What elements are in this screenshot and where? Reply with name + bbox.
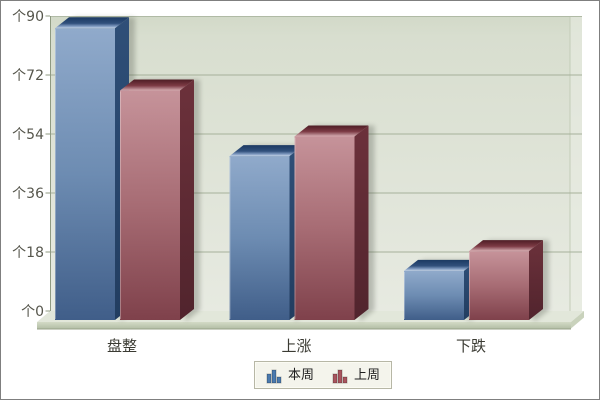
- y-tick-label: 个54: [12, 127, 44, 143]
- bar-last-week-cat2: [469, 251, 529, 320]
- category-label: 下跌: [456, 337, 486, 355]
- bar-top-last-week-cat2: [469, 240, 543, 252]
- bar-chart-icon: [332, 369, 348, 383]
- floor-right-face: [571, 311, 584, 329]
- bar-chart-icon: [266, 369, 282, 383]
- bar-top-last-week-cat0: [120, 79, 194, 91]
- y-tick-label: 个0: [21, 304, 44, 320]
- bar-side-last-week-cat2: [529, 240, 543, 320]
- legend-item-this-week: 本周: [266, 367, 314, 384]
- bar-this-week-cat2: [404, 270, 464, 320]
- legend-item-last-week: 上周: [332, 367, 380, 384]
- bar-last-week-cat0: [120, 90, 180, 320]
- legend-label-last-week: 上周: [354, 367, 381, 383]
- category-label: 上涨: [281, 337, 311, 355]
- bar-side-last-week-cat0: [180, 79, 194, 320]
- bar-top-this-week-cat1: [229, 145, 304, 157]
- bar-side-last-week-cat1: [354, 125, 369, 320]
- category-label: 盘整: [107, 337, 137, 355]
- legend: 本周 上周: [254, 361, 393, 389]
- legend-label-this-week: 本周: [288, 367, 315, 383]
- y-tick-label: 个90: [12, 9, 44, 25]
- y-tick-label: 个18: [12, 245, 44, 261]
- bar-last-week-cat1: [294, 136, 355, 320]
- right-wall: [570, 16, 582, 311]
- floor-front-face: [37, 322, 571, 329]
- y-tick-label: 个36: [12, 186, 44, 202]
- bar-top-this-week-cat2: [404, 259, 478, 271]
- bar-top-this-week-cat0: [55, 17, 129, 29]
- y-tick-label: 个72: [12, 68, 44, 84]
- bar-top-last-week-cat1: [294, 125, 369, 137]
- bar-this-week-cat0: [55, 28, 115, 321]
- bar-this-week-cat1: [229, 156, 290, 320]
